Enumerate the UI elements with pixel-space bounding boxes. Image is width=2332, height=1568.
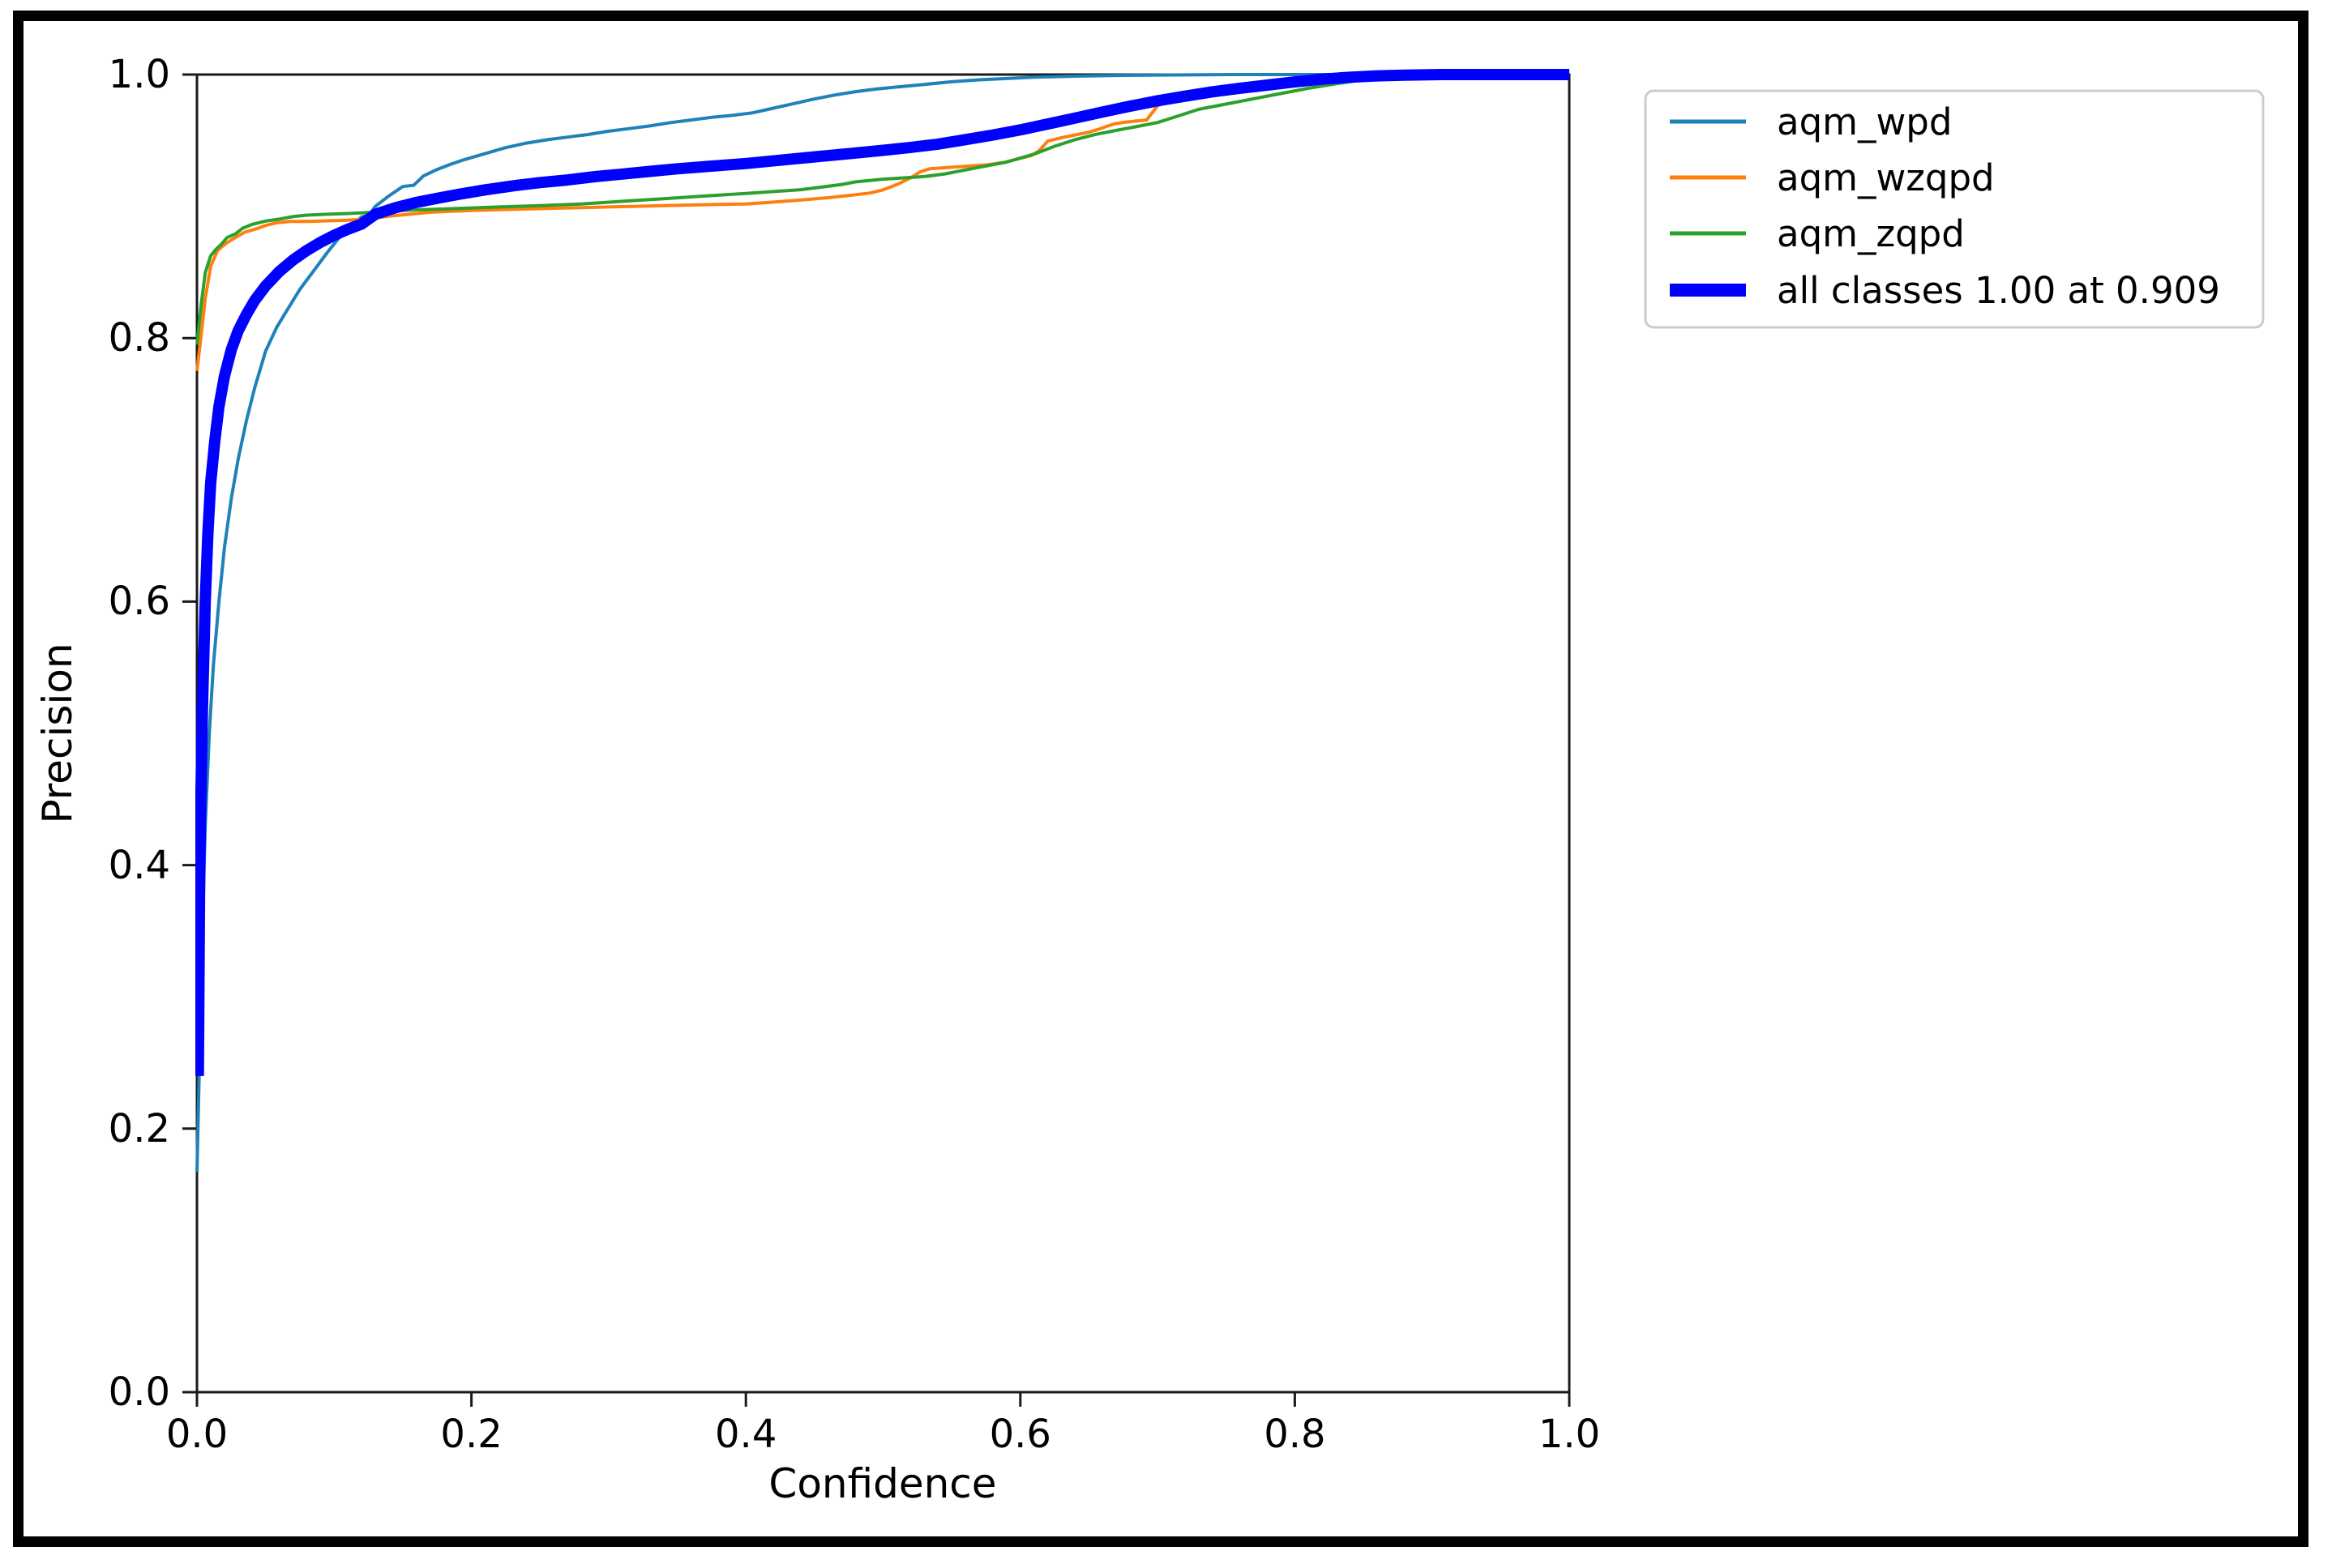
curve-aqm_zqpd — [195, 73, 1569, 345]
legend-label-aqm_wzqpd: aqm_wzqpd — [1777, 156, 1995, 199]
y-tick-label: 1.0 — [109, 52, 170, 97]
curve-all-classes-1.00-at-0.909 — [195, 69, 1569, 1076]
y-axis-title: Precision — [34, 643, 81, 823]
figure-outer-border — [13, 11, 2308, 1547]
y-tick-label: 0.8 — [109, 315, 170, 361]
x-tick-label: 0.0 — [166, 1412, 228, 1457]
x-tick-label: 0.6 — [990, 1412, 1051, 1457]
legend-label-aqm_zqpd: aqm_zqpd — [1777, 212, 1965, 255]
x-axis-title: Confidence — [768, 1460, 996, 1507]
y-tick-marks — [182, 73, 197, 1394]
x-tick-label: 0.4 — [715, 1412, 777, 1457]
legend-box — [1644, 89, 2265, 329]
x-tick-label: 0.8 — [1264, 1412, 1325, 1457]
legend: aqm_wpd aqm_wzqpd aqm_zqpd all classes 1… — [1644, 89, 2265, 329]
curve-aqm_wpd — [195, 73, 1569, 1173]
y-tick-label: 0.2 — [109, 1106, 170, 1151]
y-tick-label: 0.6 — [109, 579, 170, 624]
curves — [195, 69, 1569, 1173]
y-tick-label: 0.0 — [109, 1369, 170, 1415]
x-tick-label: 1.0 — [1538, 1412, 1600, 1457]
legend-label-aqm_wpd: aqm_wpd — [1777, 100, 1952, 143]
x-tick-label: 0.2 — [440, 1412, 502, 1457]
x-tick-labels: 0.0 0.2 0.4 0.6 0.8 1.0 — [166, 1412, 1600, 1457]
legend-label-all-classes: all classes 1.00 at 0.909 — [1777, 269, 2220, 312]
x-tick-marks — [195, 1392, 1571, 1407]
y-tick-label: 0.4 — [109, 843, 170, 888]
y-tick-labels: 0.0 0.2 0.4 0.6 0.8 1.0 — [109, 52, 170, 1415]
